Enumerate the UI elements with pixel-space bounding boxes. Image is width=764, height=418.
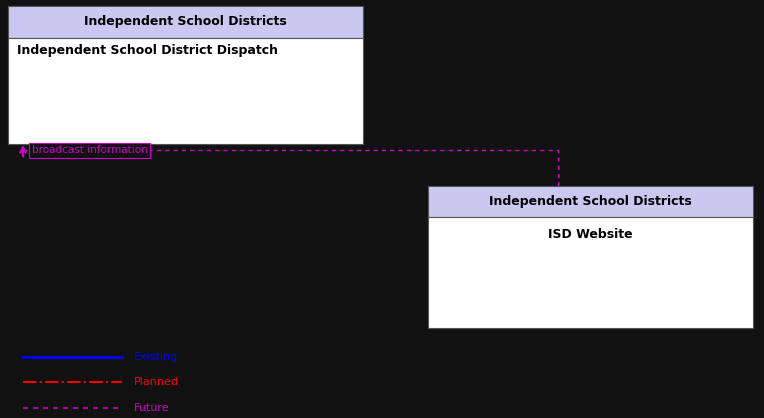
Text: Independent School Districts: Independent School Districts: [489, 195, 691, 208]
Text: Independent School Districts: Independent School Districts: [84, 15, 286, 28]
Text: Existing: Existing: [134, 352, 178, 362]
Text: Planned: Planned: [134, 377, 179, 387]
Bar: [8, 6, 363, 38]
Bar: [8, 6, 363, 144]
Bar: [428, 186, 753, 328]
Bar: [428, 186, 753, 217]
Text: Independent School District Dispatch: Independent School District Dispatch: [17, 44, 278, 57]
Bar: [8, 38, 363, 144]
Text: Future: Future: [134, 403, 170, 413]
Text: ISD Website: ISD Website: [548, 228, 633, 241]
Text: broadcast information: broadcast information: [32, 145, 148, 155]
Bar: [428, 217, 753, 328]
